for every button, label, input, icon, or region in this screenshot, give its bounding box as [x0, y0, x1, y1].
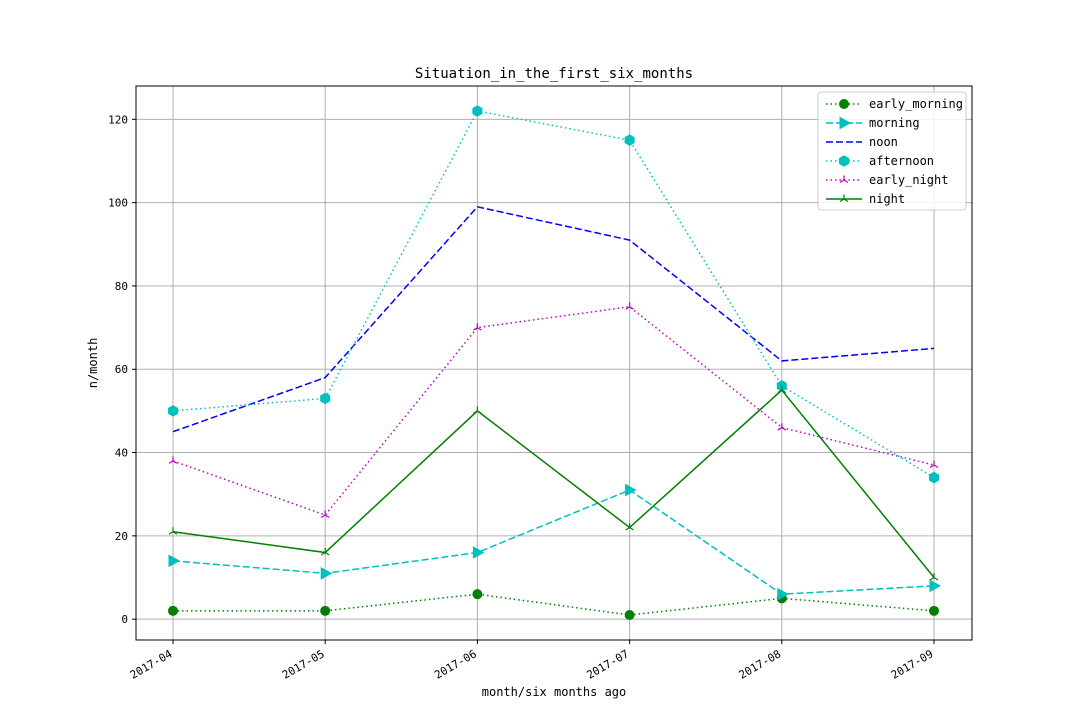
legend-item: night: [826, 192, 905, 206]
series-morning: [168, 483, 942, 601]
data-point: [320, 392, 331, 405]
legend-marker: [839, 175, 849, 184]
data-point: [929, 471, 939, 484]
x-axis-label: month/six months ago: [482, 685, 627, 699]
x-tick-label: 2017-04: [128, 647, 175, 682]
chart-title: Situation_in_the_first_six_months: [415, 66, 693, 82]
series-line: [172, 489, 935, 595]
y-tick-label: 0: [121, 613, 128, 626]
y-axis-label: n/month: [86, 338, 100, 389]
legend-item: morning: [826, 116, 920, 130]
series-afternoon: [168, 105, 939, 484]
data-point: [624, 610, 635, 621]
data-point: [625, 483, 637, 497]
y-tick-label: 120: [108, 113, 128, 126]
x-tick-label: 2017-06: [432, 647, 479, 681]
series-lines: [168, 105, 942, 621]
data-point: [777, 423, 787, 431]
data-point: [929, 605, 939, 616]
y-tick-label: 60: [115, 363, 128, 376]
legend-item: early_night: [826, 173, 948, 187]
legend-box: [817, 91, 967, 211]
data-point: [320, 548, 330, 556]
legend-marker: [839, 116, 852, 130]
legend-label: early_night: [869, 173, 948, 187]
legend-item: early_morning: [826, 97, 963, 111]
data-point: [320, 605, 331, 616]
y-tick-label: 100: [108, 197, 128, 210]
data-point: [168, 554, 181, 568]
data-point: [929, 460, 939, 469]
plot-area-frame: [135, 85, 973, 641]
data-point: [472, 546, 485, 559]
data-point: [472, 105, 483, 117]
series-line: [172, 305, 935, 516]
axes: 2017-04 2017-05 2017-06 2017-07 2017-08 2017-…: [108, 113, 935, 681]
legend-item: noon: [826, 135, 898, 149]
data-point: [168, 405, 178, 417]
data-point: [929, 573, 939, 581]
data-point: [625, 302, 634, 310]
x-tick-label: 2017-05: [280, 647, 327, 681]
series-early-night: [168, 302, 939, 519]
data-point: [472, 589, 483, 600]
data-point: [168, 527, 178, 535]
legend-label: afternoon: [869, 154, 934, 168]
legend-marker: [839, 99, 849, 109]
series-line: [172, 388, 935, 578]
data-point: [624, 134, 635, 146]
series-line: [172, 110, 935, 479]
legend-marker: [839, 194, 849, 203]
data-point: [777, 385, 787, 394]
data-point: [320, 510, 330, 519]
data-point: [777, 587, 789, 601]
series-noon: [172, 205, 935, 433]
x-tick-label: 2017-07: [584, 647, 631, 681]
data-point: [929, 579, 942, 593]
data-point: [168, 605, 178, 616]
x-tick-label: 2017-08: [737, 647, 784, 681]
x-tick-label: 2017-09: [889, 647, 936, 681]
y-tick-label: 80: [115, 280, 128, 293]
legend-marker: [839, 155, 849, 167]
data-point: [473, 323, 482, 331]
y-tick-label: 40: [115, 447, 128, 460]
series-early-morning: [168, 589, 939, 621]
data-point: [320, 567, 333, 580]
data-point: [168, 456, 178, 464]
series-night: [168, 385, 939, 581]
legend-item: afternoon: [826, 154, 934, 168]
series-line: [173, 593, 935, 616]
legend-label: morning: [869, 116, 920, 130]
legend-label: night: [869, 192, 905, 206]
legend-label: noon: [869, 135, 898, 149]
series-line: [172, 205, 935, 433]
legend-label: early_morning: [869, 97, 963, 111]
data-point: [473, 406, 482, 414]
y-tick-label: 20: [115, 530, 128, 543]
data-point: [625, 523, 634, 531]
